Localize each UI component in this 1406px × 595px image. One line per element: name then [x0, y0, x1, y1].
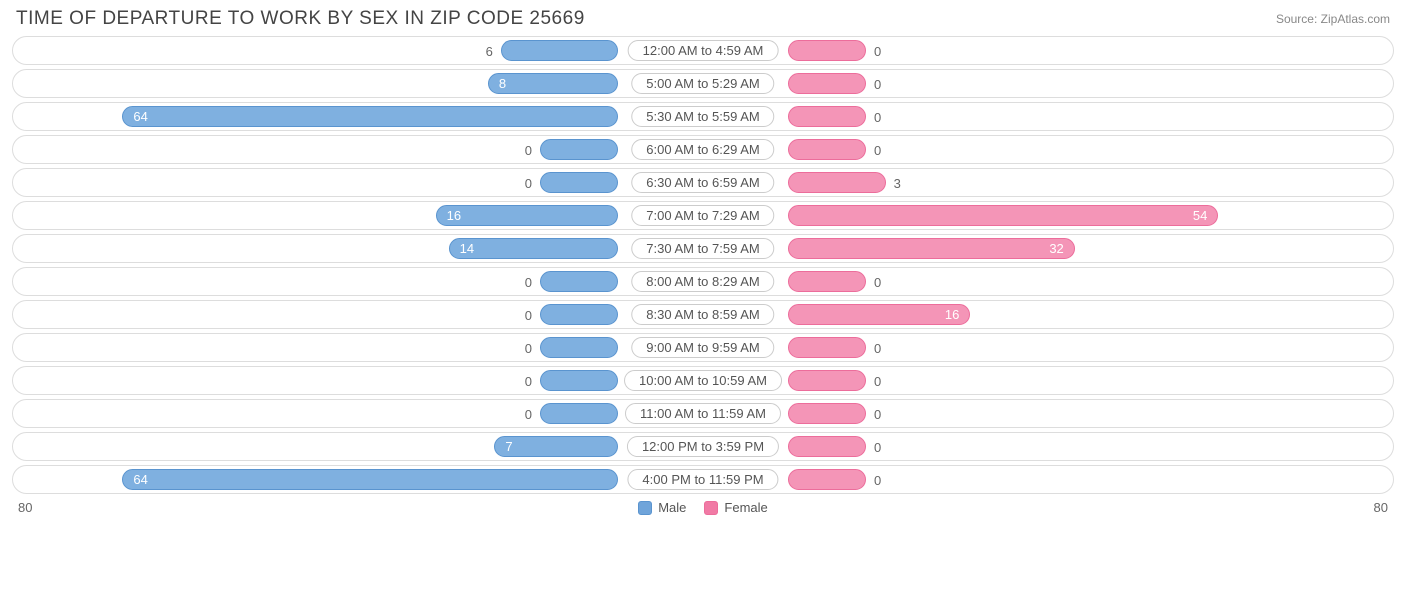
bar-female: [788, 436, 866, 457]
legend-swatch-male: [638, 501, 652, 515]
value-female: 0: [868, 70, 887, 99]
value-male: 14: [450, 241, 484, 256]
chart-row: 9:00 AM to 9:59 AM 0 0: [12, 333, 1394, 362]
value-female: 0: [868, 367, 887, 396]
value-female: 32: [1039, 241, 1073, 256]
bar-male: 14: [449, 238, 618, 259]
chart-header: TIME OF DEPARTURE TO WORK BY SEX IN ZIP …: [12, 8, 1394, 30]
row-category-label: 6:00 AM to 6:29 AM: [631, 139, 774, 160]
chart-row: 4:00 PM to 11:59 PM 64 0: [12, 465, 1394, 494]
chart-legend: Male Female: [638, 500, 768, 515]
value-male: 64: [123, 472, 157, 487]
value-male: 0: [519, 301, 538, 330]
bar-male: [540, 271, 618, 292]
legend-swatch-female: [704, 501, 718, 515]
legend-label-male: Male: [658, 500, 686, 515]
chart-row: 12:00 AM to 4:59 AM 6 0: [12, 36, 1394, 65]
axis-max-left: 80: [18, 500, 32, 515]
row-category-label: 5:30 AM to 5:59 AM: [631, 106, 774, 127]
row-category-label: 7:00 AM to 7:29 AM: [631, 205, 774, 226]
chart-row: 6:00 AM to 6:29 AM 0 0: [12, 135, 1394, 164]
chart-rows: 12:00 AM to 4:59 AM 6 0 5:00 AM to 5:29 AM 8…: [12, 36, 1394, 494]
chart-row: 5:00 AM to 5:29 AM 8 0: [12, 69, 1394, 98]
row-category-label: 10:00 AM to 10:59 AM: [624, 370, 782, 391]
legend-item-male: Male: [638, 500, 686, 515]
bar-female: 54: [788, 205, 1218, 226]
value-male: 6: [480, 37, 499, 66]
bar-female: [788, 403, 866, 424]
chart-row: 5:30 AM to 5:59 AM 64 0: [12, 102, 1394, 131]
bar-male: [501, 40, 618, 61]
value-male: 0: [519, 169, 538, 198]
legend-label-female: Female: [724, 500, 767, 515]
bar-male: 64: [122, 469, 618, 490]
chart-row: 6:30 AM to 6:59 AM 0 3: [12, 168, 1394, 197]
row-category-label: 8:30 AM to 8:59 AM: [631, 304, 774, 325]
value-male: 0: [519, 367, 538, 396]
bar-male: [540, 172, 618, 193]
row-category-label: 4:00 PM to 11:59 PM: [627, 469, 778, 490]
chart-source: Source: ZipAtlas.com: [1276, 12, 1390, 26]
value-female: 0: [868, 433, 887, 462]
value-male: 0: [519, 136, 538, 165]
value-male: 7: [495, 439, 522, 454]
bar-female: [788, 73, 866, 94]
value-female: 3: [888, 169, 907, 198]
chart-row: 8:30 AM to 8:59 AM 0 16: [12, 300, 1394, 329]
chart-container: TIME OF DEPARTURE TO WORK BY SEX IN ZIP …: [0, 0, 1406, 519]
value-male: 0: [519, 268, 538, 297]
chart-row: 10:00 AM to 10:59 AM 0 0: [12, 366, 1394, 395]
chart-row: 7:00 AM to 7:29 AM 16 54: [12, 201, 1394, 230]
bar-male: [540, 403, 618, 424]
row-category-label: 6:30 AM to 6:59 AM: [631, 172, 774, 193]
bar-female: [788, 40, 866, 61]
bar-female: [788, 337, 866, 358]
bar-male: 16: [436, 205, 618, 226]
value-female: 0: [868, 268, 887, 297]
bar-male: [540, 139, 618, 160]
chart-row: 7:30 AM to 7:59 AM 14 32: [12, 234, 1394, 263]
value-female: 0: [868, 466, 887, 495]
bar-male: 8: [488, 73, 618, 94]
bar-male: [540, 337, 618, 358]
row-category-label: 8:00 AM to 8:29 AM: [631, 271, 774, 292]
chart-footer: 80 Male Female 80: [12, 500, 1394, 515]
row-category-label: 7:30 AM to 7:59 AM: [631, 238, 774, 259]
value-male: 0: [519, 334, 538, 363]
bar-male: 7: [494, 436, 618, 457]
chart-row: 11:00 AM to 11:59 AM 0 0: [12, 399, 1394, 428]
bar-female: [788, 271, 866, 292]
value-male: 8: [489, 76, 516, 91]
bar-male: [540, 370, 618, 391]
bar-male: 64: [122, 106, 618, 127]
value-female: 0: [868, 37, 887, 66]
value-female: 0: [868, 136, 887, 165]
bar-female: 32: [788, 238, 1075, 259]
row-category-label: 12:00 AM to 4:59 AM: [628, 40, 779, 61]
value-male: 16: [437, 208, 471, 223]
value-male: 64: [123, 109, 157, 124]
value-female: 0: [868, 103, 887, 132]
bar-female: [788, 370, 866, 391]
bar-female: [788, 139, 866, 160]
row-category-label: 9:00 AM to 9:59 AM: [631, 337, 774, 358]
row-category-label: 5:00 AM to 5:29 AM: [631, 73, 774, 94]
bar-female: 16: [788, 304, 970, 325]
value-female: 16: [935, 307, 969, 322]
bar-female: [788, 172, 886, 193]
chart-row: 12:00 PM to 3:59 PM 7 0: [12, 432, 1394, 461]
bar-female: [788, 469, 866, 490]
value-female: 0: [868, 400, 887, 429]
value-male: 0: [519, 400, 538, 429]
value-female: 54: [1183, 208, 1217, 223]
chart-title: TIME OF DEPARTURE TO WORK BY SEX IN ZIP …: [16, 8, 585, 30]
row-category-label: 12:00 PM to 3:59 PM: [627, 436, 779, 457]
row-category-label: 11:00 AM to 11:59 AM: [625, 403, 781, 424]
legend-item-female: Female: [704, 500, 767, 515]
chart-row: 8:00 AM to 8:29 AM 0 0: [12, 267, 1394, 296]
bar-male: [540, 304, 618, 325]
axis-max-right: 80: [1374, 500, 1388, 515]
bar-female: [788, 106, 866, 127]
value-female: 0: [868, 334, 887, 363]
